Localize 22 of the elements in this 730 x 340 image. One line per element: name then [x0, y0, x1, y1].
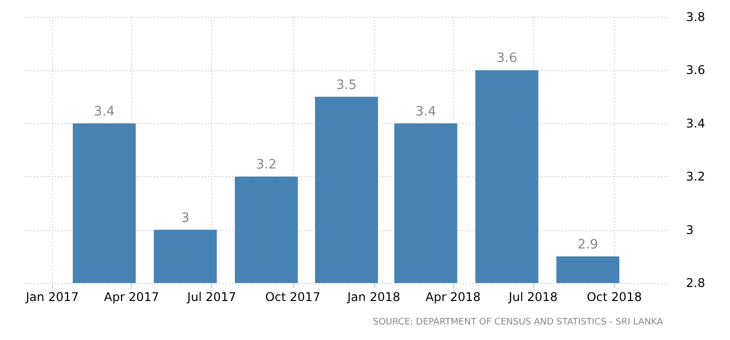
data-label: 2.9 — [578, 237, 598, 252]
data-label: 3.2 — [256, 158, 277, 173]
x-tick-label: Oct 2018 — [586, 290, 642, 304]
x-tick-label: Jan 2017 — [24, 290, 79, 304]
data-label: 3.6 — [496, 51, 518, 66]
y-tick-label: 3.4 — [686, 116, 706, 130]
y-tick-label: 3.6 — [686, 63, 706, 78]
y-tick-label: 3 — [686, 222, 694, 237]
x-tick-label: Apr 2018 — [426, 290, 481, 304]
data-label: 3.5 — [336, 78, 357, 93]
data-label: 3.4 — [94, 104, 115, 120]
x-tick-label: Jul 2018 — [508, 290, 558, 304]
x-tick-label: Oct 2017 — [265, 290, 320, 304]
y-tick-label: 3.8 — [686, 10, 706, 24]
y-tick-label: 3.2 — [686, 170, 706, 184]
data-label: 3.4 — [415, 104, 436, 120]
source-note: SOURCE: DEPARTMENT OF CENSUS AND STATISTICS - SRI LANKA — [372, 318, 664, 328]
y-tick-label: 2.8 — [686, 276, 706, 290]
x-tick-label: Apr 2017 — [104, 290, 160, 304]
x-tick-label: Jul 2017 — [186, 290, 236, 304]
data-label: 3 — [181, 210, 190, 226]
x-tick-label: Jan 2018 — [346, 290, 400, 304]
